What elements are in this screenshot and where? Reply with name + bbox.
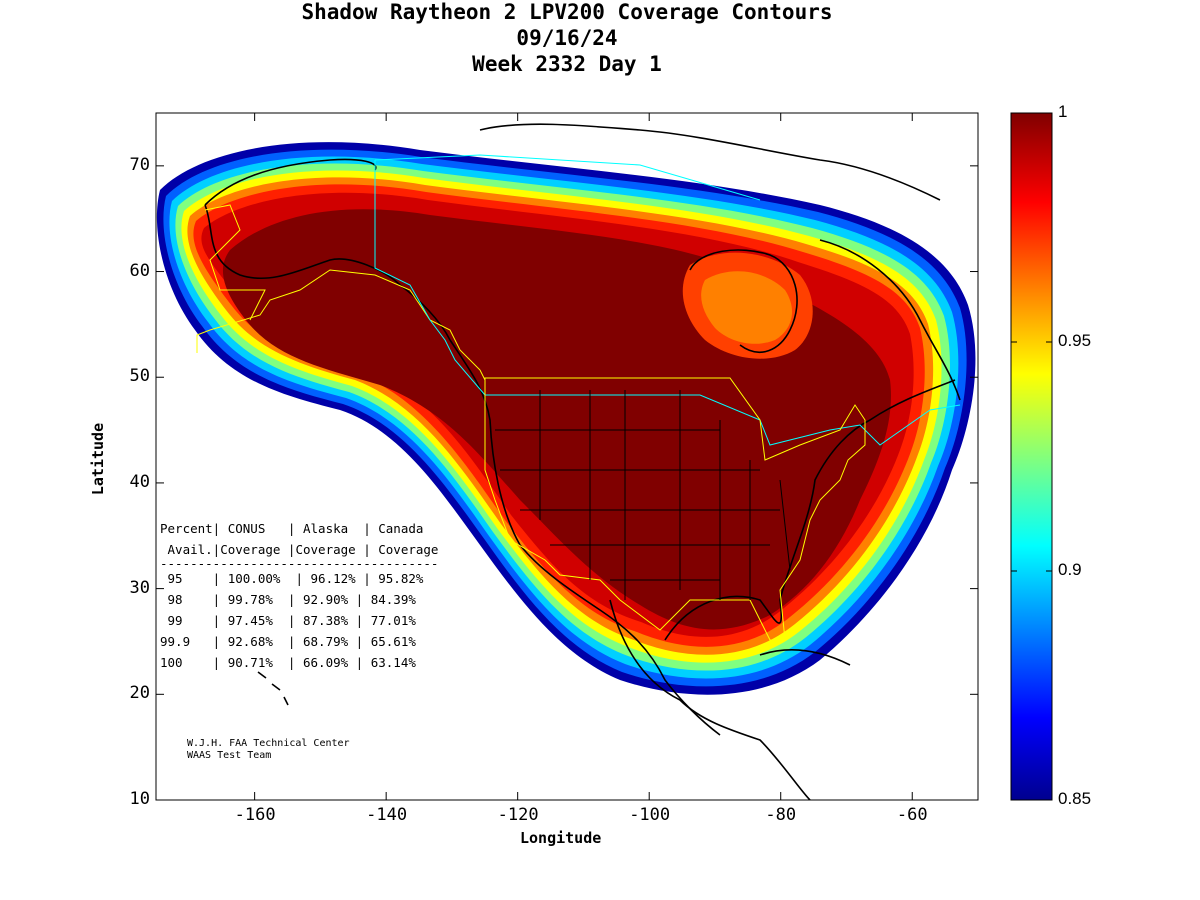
coastline-cuba <box>759 649 851 666</box>
coverage-hudson-core <box>701 271 793 344</box>
x-axis-label: Longitude <box>520 829 602 847</box>
coastline-arctic <box>479 123 941 201</box>
x-tick-label: -140 <box>366 805 408 825</box>
colorbar-tick-label: 1 <box>1058 102 1068 121</box>
coastline-pacific <box>449 339 721 736</box>
y-tick-label: 40 <box>129 471 150 492</box>
y-tick-label: 60 <box>129 260 150 281</box>
coverage-table-row: 99 | 97.45% | 87.38% | 77.01% <box>160 613 416 628</box>
coastline-gulf-atlantic <box>664 379 956 641</box>
colorbar-tick-label: 0.9 <box>1058 560 1082 579</box>
credit-line-2: WAAS Test Team <box>187 750 272 761</box>
coverage-table-row: 99.9 | 92.68% | 68.79% | 65.61% <box>160 634 416 649</box>
colorbar-tick-marks <box>1011 112 1052 801</box>
coverage-table-header: Percent| CONUS | Alaska | Canada <box>160 521 424 536</box>
x-tick-label: -80 <box>765 805 797 825</box>
y-tick-label: 50 <box>129 366 150 387</box>
y-tick-label: 30 <box>129 577 150 598</box>
credit-line-1: W.J.H. FAA Technical Center <box>187 738 350 749</box>
coastline-hudson-bay <box>689 249 798 354</box>
state-lines <box>495 390 791 600</box>
canada-boundary <box>374 154 961 446</box>
y-tick-label: 20 <box>129 683 150 704</box>
coastline-mexico <box>609 599 811 800</box>
colorbar-tick-label: 0.95 <box>1058 331 1092 350</box>
x-tick-label: -120 <box>497 805 539 825</box>
coverage-table-row: 100 | 90.71% | 66.09% | 63.14% <box>160 655 416 670</box>
coverage-contours <box>156 142 976 695</box>
coverage-table-subheader: Avail.|Coverage |Coverage | Coverage <box>160 542 439 557</box>
y-tick-label: 70 <box>129 154 150 175</box>
y-tick-marks <box>156 165 978 801</box>
conus-boundary <box>484 377 866 641</box>
coastline-labrador <box>819 239 961 401</box>
coverage-table-separator: ------------------------------------- <box>160 556 439 571</box>
plot-frame <box>155 112 979 801</box>
y-axis-label: Latitude <box>89 422 108 496</box>
x-tick-label: -160 <box>234 805 276 825</box>
x-tick-marks <box>254 113 913 800</box>
coverage-table-row: 95 | 100.00% | 96.12% | 95.82% <box>160 571 424 586</box>
chart-title: Shadow Raytheon 2 LPV200 Coverage Contou… <box>301 0 833 24</box>
coastline-hawaii <box>257 671 289 706</box>
boundaries <box>196 154 961 641</box>
x-tick-label: -100 <box>629 805 671 825</box>
coverage-table-row: 98 | 99.78% | 92.90% | 84.39% <box>160 592 416 607</box>
y-tick-label: 10 <box>129 789 150 809</box>
alaska-boundary <box>196 204 486 381</box>
x-tick-label: -60 <box>896 805 928 825</box>
chart-date: 09/16/24 <box>516 26 618 50</box>
colorbar-tick-label: 0.85 <box>1058 789 1092 808</box>
coverage-table: Percent| CONUS | Alaska | Canada Avail.|… <box>160 518 438 673</box>
chart-week: Week 2332 Day 1 <box>472 52 662 76</box>
colorbar <box>1010 112 1053 801</box>
